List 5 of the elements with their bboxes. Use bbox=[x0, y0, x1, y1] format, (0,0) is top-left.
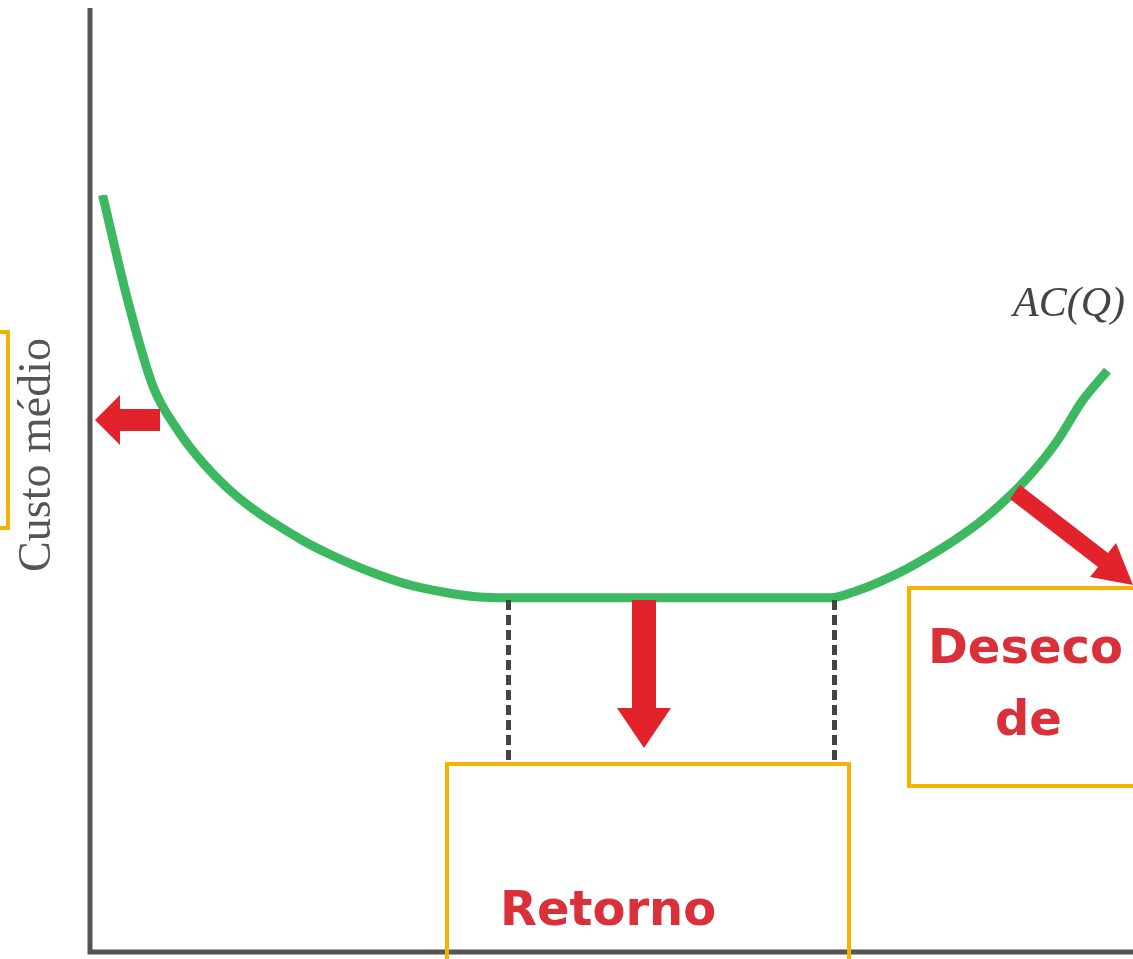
annotation: Deseco bbox=[928, 618, 1123, 674]
series-label: AC(Q) bbox=[1010, 278, 1125, 326]
y-axis-title: Custo médio bbox=[9, 338, 61, 572]
annotation: Retorno bbox=[500, 880, 717, 936]
annotation: de bbox=[995, 690, 1062, 746]
